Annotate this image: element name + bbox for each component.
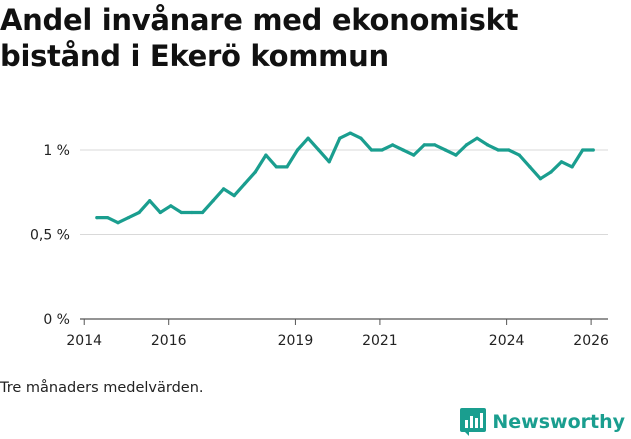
data-point [549,170,553,174]
data-point [264,153,268,157]
x-tick-label: 2014 [66,333,102,349]
chart-title: Andel invånare med ekonomiskt bistånd i … [0,3,519,73]
data-point [95,216,99,220]
data-point [211,199,215,203]
data-point [105,216,110,220]
line-chart: 0 % 0,5 % 1 % 2014 2016 2019 2021 2024 2026 [30,131,609,349]
y-tick-label: 0,5 % [30,228,70,244]
bar-chart-logo-icon [460,408,487,436]
data-point [190,210,194,215]
data-point [285,165,289,169]
footnote: Tre månaders medelvärden. [0,380,204,396]
x-tick-label: 2016 [151,333,187,349]
x-tick-label: 2024 [489,333,525,349]
x-tick-label: 2019 [278,333,314,349]
data-point [274,165,278,169]
data-point [380,148,384,152]
data-point [475,136,479,140]
x-tick-label: 2021 [362,333,398,349]
x-axis-ticks: 2014 2016 2019 2021 2024 2026 [66,319,609,349]
data-point [528,165,532,169]
x-tick-label: 2026 [573,333,609,349]
series-layer [95,131,595,225]
data-point [200,210,205,215]
data-point [317,148,321,152]
data-point [591,148,595,152]
data-point [338,136,342,140]
data-point [169,204,173,208]
data-point [116,221,120,225]
data-point [306,136,310,140]
data-point [327,160,331,164]
data-point [232,194,236,198]
y-axis-ticks: 0 % 0,5 % 1 % [30,143,70,328]
data-point [433,143,437,147]
data-point [137,210,141,215]
series-line [95,131,595,225]
data-point [507,148,511,152]
data-point [538,177,543,181]
data-point [295,148,300,152]
data-point [253,170,257,174]
data-point [412,153,416,157]
data-point [486,143,490,147]
data-point [422,143,426,147]
y-tick-label: 1 % [43,143,70,159]
data-point [454,153,458,157]
data-point [391,143,395,147]
brand-name: Newsworthy [492,411,625,433]
data-point [464,143,469,147]
brand-logo[interactable]: Newsworthy [460,407,625,437]
data-point [348,131,352,135]
data-point [517,153,521,157]
data-point [401,148,405,152]
data-point [581,148,585,152]
data-point [443,148,447,152]
data-point [158,210,162,215]
data-point [559,160,564,164]
data-point [148,199,152,203]
y-tick-label: 0 % [43,312,70,328]
data-point [222,187,226,191]
data-point [243,182,247,186]
data-point [570,165,574,169]
data-point [127,216,131,220]
grid-lines [80,149,608,320]
data-point [359,136,363,140]
data-point [179,210,183,215]
data-point [369,148,374,152]
data-point [496,148,500,152]
